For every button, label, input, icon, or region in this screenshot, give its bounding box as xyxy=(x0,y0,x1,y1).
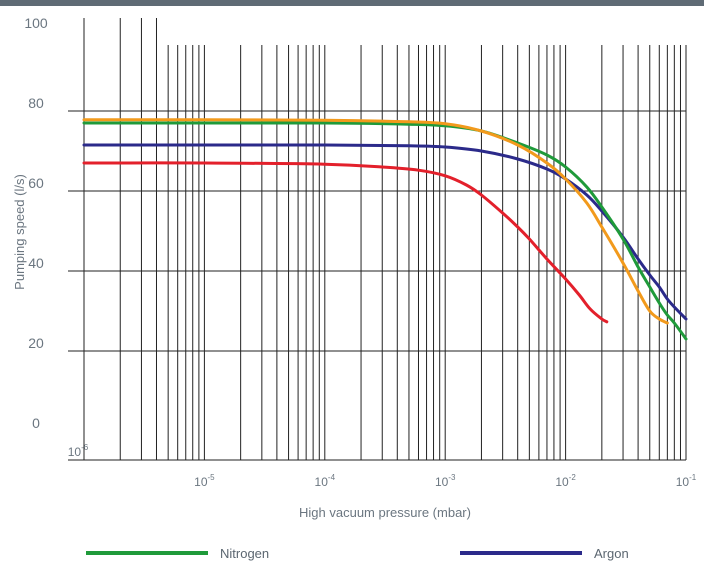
y-tick-label: 0 xyxy=(32,415,40,431)
x-tick-label: 10-3 xyxy=(435,473,456,489)
legend-label-argon: Argon xyxy=(594,546,629,561)
x-tick-label: 10-5 xyxy=(194,473,215,489)
y-axis-title: Pumping speed (l/s) xyxy=(12,174,27,290)
x-axis-title: High vacuum pressure (mbar) xyxy=(299,505,471,520)
x-axis-ticks: 10-6 10-5 10-4 10-3 10-2 10-1 xyxy=(68,443,697,489)
legend: Nitrogen Argon xyxy=(86,546,629,561)
grid xyxy=(68,18,687,461)
y-tick-label: 80 xyxy=(28,95,44,111)
y-tick-label: 20 xyxy=(28,335,44,351)
series-line-orange xyxy=(82,118,669,325)
y-axis-ticks: 0 20 40 60 80 100 xyxy=(24,15,48,431)
x-tick-label: 10-1 xyxy=(676,473,697,489)
y-tick-label: 60 xyxy=(28,175,44,191)
series-lines xyxy=(82,118,688,341)
top-accent-bar xyxy=(0,0,704,6)
x-tick-label: 10-4 xyxy=(315,473,336,489)
x-tick-label: 10-6 xyxy=(68,443,89,459)
series-line-argon xyxy=(82,143,688,321)
legend-label-nitrogen: Nitrogen xyxy=(220,546,269,561)
series-line-nitrogen xyxy=(82,121,688,341)
series-line-red xyxy=(82,161,609,324)
x-tick-label: 10-2 xyxy=(555,473,576,489)
y-tick-label: 40 xyxy=(28,255,44,271)
y-tick-label: 100 xyxy=(24,15,48,31)
